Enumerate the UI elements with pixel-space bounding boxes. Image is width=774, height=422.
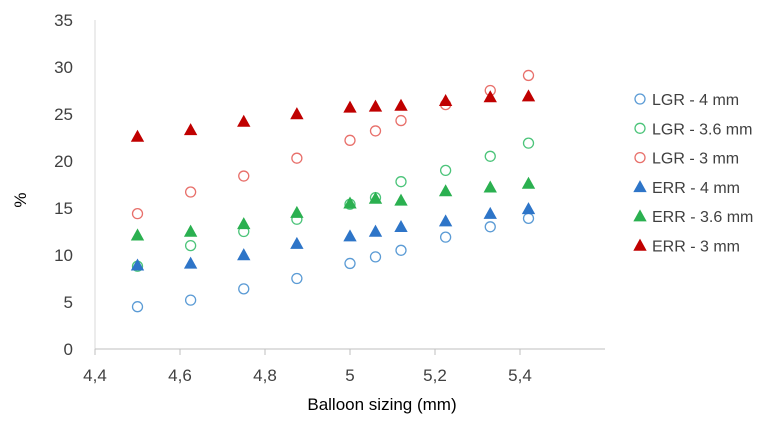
data-point (291, 152, 303, 164)
y-axis-title: % (11, 192, 30, 207)
data-point (483, 206, 497, 219)
data-point (237, 248, 251, 261)
y-tick-label: 30 (54, 58, 73, 77)
data-point (438, 214, 453, 227)
data-point (395, 114, 407, 127)
x-tick-label: 5,2 (423, 366, 447, 385)
data-point (368, 224, 383, 237)
legend-marker (634, 93, 646, 105)
y-tick-label: 15 (54, 199, 73, 218)
data-point (395, 244, 407, 256)
data-point (184, 239, 197, 252)
x-tick-label: 4,8 (253, 366, 277, 385)
y-tick-label: 20 (54, 152, 73, 171)
data-point (131, 207, 144, 220)
data-point (290, 205, 304, 218)
data-point (394, 98, 408, 111)
data-point (483, 180, 497, 193)
legend-label: ERR - 4 mm (652, 180, 740, 197)
data-point (130, 258, 145, 271)
data-point (395, 176, 407, 188)
legend-marker (633, 180, 647, 193)
data-point (521, 202, 536, 215)
y-tick-label: 35 (54, 11, 73, 30)
data-point (290, 236, 304, 249)
data-point (484, 221, 496, 233)
data-point (130, 129, 145, 142)
data-point (368, 99, 383, 112)
data-point (439, 164, 452, 177)
y-ticks: 0 5 10 15 20 25 30 35 (54, 11, 73, 359)
data-point (238, 170, 250, 182)
data-point (184, 294, 197, 306)
data-point (522, 69, 535, 82)
data-point (369, 251, 382, 263)
data-point (238, 283, 250, 295)
data-point (522, 137, 535, 149)
data-point (484, 150, 496, 162)
legend-marker (633, 209, 647, 222)
data-point (290, 107, 304, 120)
data-point (394, 193, 408, 206)
data-point (237, 114, 251, 127)
data-point (237, 217, 251, 230)
data-point (522, 212, 535, 224)
data-point (343, 100, 357, 113)
y-tick-label: 25 (54, 105, 73, 124)
data-point (439, 231, 452, 243)
legend-label: ERR - 3 mm (652, 239, 740, 256)
data-point (183, 123, 198, 136)
data-point (184, 186, 197, 198)
data-point (343, 196, 357, 209)
y-tick-label: 5 (64, 293, 73, 312)
data-markers (130, 69, 536, 313)
y-tick-label: 10 (54, 246, 73, 265)
x-axis-title: Balloon sizing (mm) (307, 395, 456, 414)
x-tick-label: 5,4 (508, 366, 532, 385)
data-point (438, 94, 453, 107)
legend-label: ERR - 3.6 mm (652, 209, 753, 226)
x-tick-label: 4,4 (83, 366, 107, 385)
data-point (438, 184, 453, 197)
data-point (343, 229, 357, 242)
y-tick-label: 0 (64, 340, 73, 359)
legend-label: LGR - 4 mm (652, 92, 739, 109)
data-point (483, 90, 497, 103)
data-point (291, 272, 303, 285)
data-point (368, 191, 383, 204)
data-point (344, 257, 356, 270)
legend-marker (633, 238, 647, 251)
plot-area: 4,4 4,6 4,8 5 5,2 5,4 0 5 10 15 20 25 30 35 (54, 11, 605, 385)
legend-label: LGR - 3.6 mm (652, 121, 752, 138)
x-ticks: 4,4 4,6 4,8 5 5,2 5,4 (83, 349, 532, 385)
data-point (183, 224, 198, 237)
data-point (131, 301, 144, 313)
x-tick-label: 5 (345, 366, 354, 385)
data-point (183, 256, 198, 269)
legend-marker (634, 122, 646, 134)
legend-marker (634, 151, 646, 164)
data-point (369, 125, 382, 137)
data-point (521, 89, 536, 102)
data-point (394, 219, 408, 233)
legend: LGR - 4 mm LGR - 3.6 mm LGR - 3 mm ERR - 4 … (633, 92, 753, 256)
legend-label: LGR - 3 mm (652, 151, 739, 168)
data-point (521, 176, 536, 189)
x-tick-label: 4,6 (168, 366, 192, 385)
data-point (344, 134, 356, 146)
data-point (130, 228, 145, 241)
